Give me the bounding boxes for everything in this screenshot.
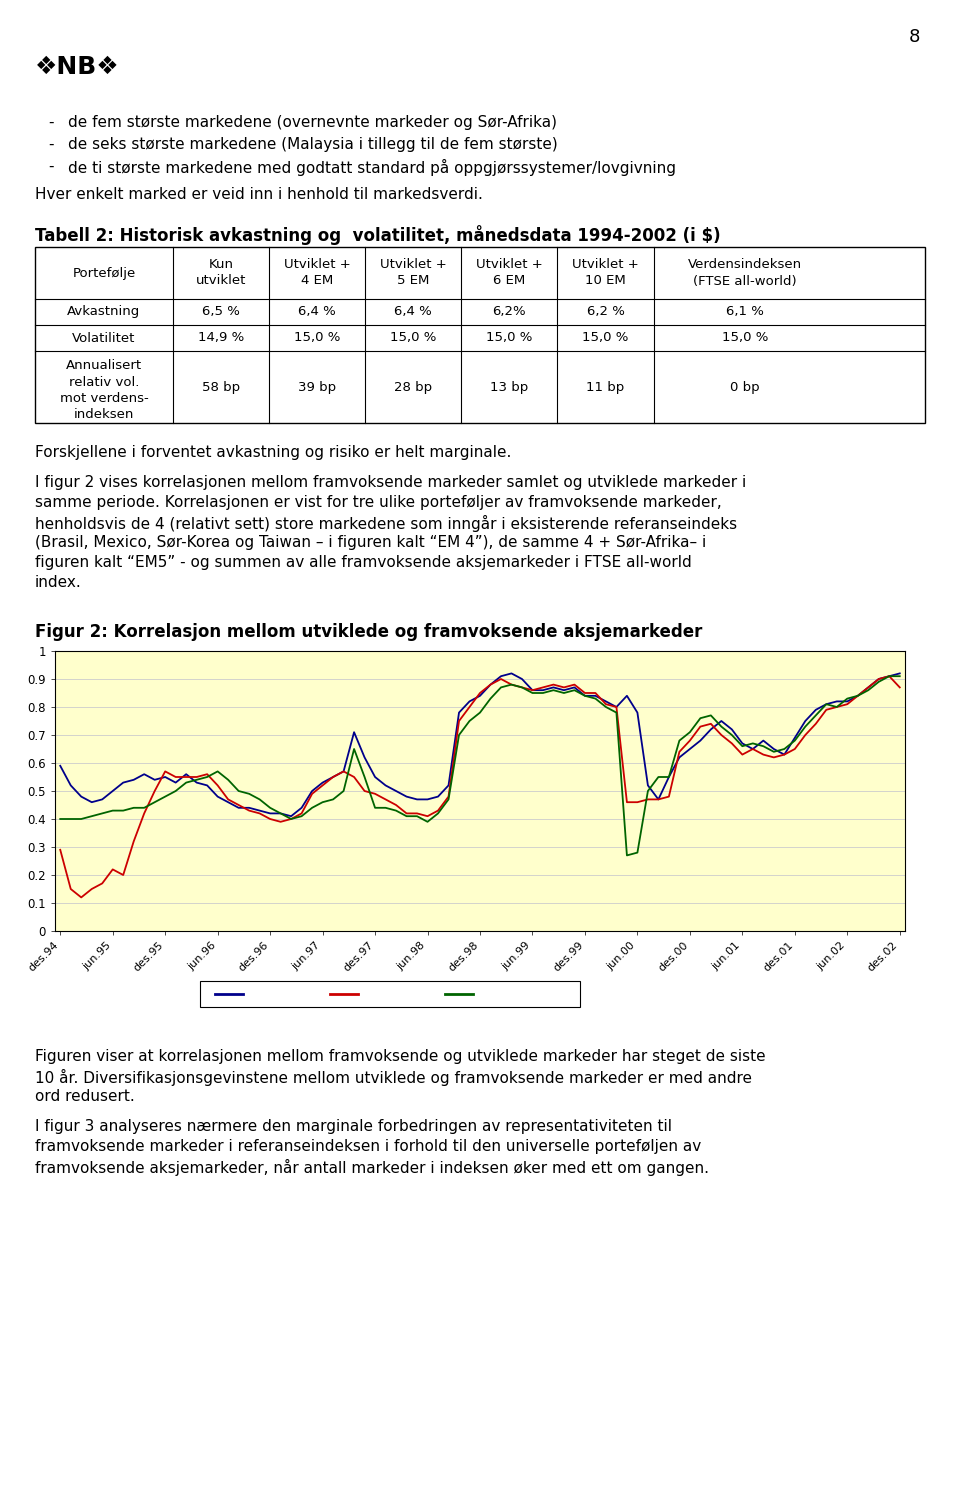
- Text: EM 5: EM 5: [477, 987, 508, 1000]
- Text: Utviklet +
10 EM: Utviklet + 10 EM: [572, 258, 638, 288]
- Text: framvoksende markeder i referanseindeksen i forhold til den universelle porteføl: framvoksende markeder i referanseindekse…: [35, 1139, 701, 1154]
- Text: 15,0 %: 15,0 %: [390, 331, 437, 345]
- Text: 15,0 %: 15,0 %: [486, 331, 533, 345]
- Text: henholdsvis de 4 (relativt sett) store markedene som inngår i eksisterende refer: henholdsvis de 4 (relativt sett) store m…: [35, 515, 737, 532]
- Text: 6,4 %: 6,4 %: [299, 306, 336, 318]
- Text: Figur 2: Korrelasjon mellom utviklede og framvoksende aksjemarkeder: Figur 2: Korrelasjon mellom utviklede og…: [35, 623, 703, 640]
- Text: I figur 3 analyseres nærmere den marginale forbedringen av representativiteten t: I figur 3 analyseres nærmere den margina…: [35, 1118, 672, 1135]
- Text: -: -: [48, 115, 54, 130]
- Text: 11 bp: 11 bp: [587, 381, 625, 394]
- Text: 6,2 %: 6,2 %: [587, 306, 624, 318]
- Text: Forskjellene i forventet avkastning og risiko er helt marginale.: Forskjellene i forventet avkastning og r…: [35, 445, 512, 460]
- Text: figuren kalt “EM5” - og summen av alle framvoksende aksjemarkeder i FTSE all-wor: figuren kalt “EM5” - og summen av alle f…: [35, 555, 692, 570]
- Text: 15,0 %: 15,0 %: [583, 331, 629, 345]
- Text: index.: index.: [35, 575, 82, 590]
- Text: 0 bp: 0 bp: [730, 381, 759, 394]
- Text: 13 bp: 13 bp: [491, 381, 529, 394]
- Text: 8: 8: [908, 28, 920, 46]
- Text: 6,2%: 6,2%: [492, 306, 526, 318]
- Text: Utviklet +
5 EM: Utviklet + 5 EM: [380, 258, 446, 288]
- Text: Utviklet +
4 EM: Utviklet + 4 EM: [284, 258, 350, 288]
- Text: Annualisert
relativ vol.
mot verdens-
indeksen: Annualisert relativ vol. mot verdens- in…: [60, 358, 149, 421]
- Text: -: -: [48, 137, 54, 152]
- Text: 14,9 %: 14,9 %: [198, 331, 244, 345]
- Text: -: -: [48, 158, 54, 175]
- Text: Alle framvoksende: Alle framvoksende: [247, 987, 364, 1000]
- Text: Portefølje: Portefølje: [72, 266, 135, 279]
- Text: 10 år. Diversifikasjonsgevinstene mellom utviklede og framvoksende markeder er m: 10 år. Diversifikasjonsgevinstene mellom…: [35, 1069, 752, 1085]
- Text: 28 bp: 28 bp: [395, 381, 432, 394]
- Text: I figur 2 vises korrelasjonen mellom framvoksende markeder samlet og utviklede m: I figur 2 vises korrelasjonen mellom fra…: [35, 475, 746, 490]
- Text: de fem største markedene (overnevnte markeder og Sør-Afrika): de fem største markedene (overnevnte mar…: [68, 115, 557, 130]
- Text: 15,0 %: 15,0 %: [722, 331, 768, 345]
- Bar: [35, 246, 925, 423]
- Text: 6,1 %: 6,1 %: [726, 306, 764, 318]
- Text: ❖NB❖: ❖NB❖: [35, 55, 120, 79]
- Text: 39 bp: 39 bp: [298, 381, 336, 394]
- Text: Figuren viser at korrelasjonen mellom framvoksende og utviklede markeder har ste: Figuren viser at korrelasjonen mellom fr…: [35, 1050, 766, 1065]
- Text: framvoksende aksjemarkeder, når antall markeder i indeksen øker med ett om gange: framvoksende aksjemarkeder, når antall m…: [35, 1159, 709, 1176]
- Text: 6,4 %: 6,4 %: [395, 306, 432, 318]
- Text: Verdensindeksen
(FTSE all-world): Verdensindeksen (FTSE all-world): [687, 258, 802, 288]
- Text: de seks største markedene (Malaysia i tillegg til de fem største): de seks største markedene (Malaysia i ti…: [68, 137, 558, 152]
- Text: ord redusert.: ord redusert.: [35, 1088, 134, 1103]
- Text: EM4: EM4: [362, 987, 389, 1000]
- Text: samme periode. Korrelasjonen er vist for tre ulike porteføljer av framvoksende m: samme periode. Korrelasjonen er vist for…: [35, 496, 722, 511]
- Text: Avkastning: Avkastning: [67, 306, 140, 318]
- Text: de ti største markedene med godtatt standard på oppgjørssystemer/lovgivning: de ti største markedene med godtatt stan…: [68, 158, 676, 176]
- Text: Volatilitet: Volatilitet: [72, 331, 135, 345]
- Text: Hver enkelt marked er veid inn i henhold til markedsverdi.: Hver enkelt marked er veid inn i henhold…: [35, 187, 483, 202]
- Text: 58 bp: 58 bp: [202, 381, 240, 394]
- Text: 15,0 %: 15,0 %: [294, 331, 340, 345]
- Text: Tabell 2: Historisk avkastning og  volatilitet, månedsdata 1994-2002 (i $): Tabell 2: Historisk avkastning og volati…: [35, 225, 721, 245]
- Text: (Brasil, Mexico, Sør-Korea og Taiwan – i figuren kalt “EM 4”), de samme 4 + Sør-: (Brasil, Mexico, Sør-Korea og Taiwan – i…: [35, 534, 707, 549]
- Text: 6,5 %: 6,5 %: [202, 306, 240, 318]
- Text: Kun
utviklet: Kun utviklet: [196, 258, 246, 288]
- Text: Utviklet +
6 EM: Utviklet + 6 EM: [476, 258, 542, 288]
